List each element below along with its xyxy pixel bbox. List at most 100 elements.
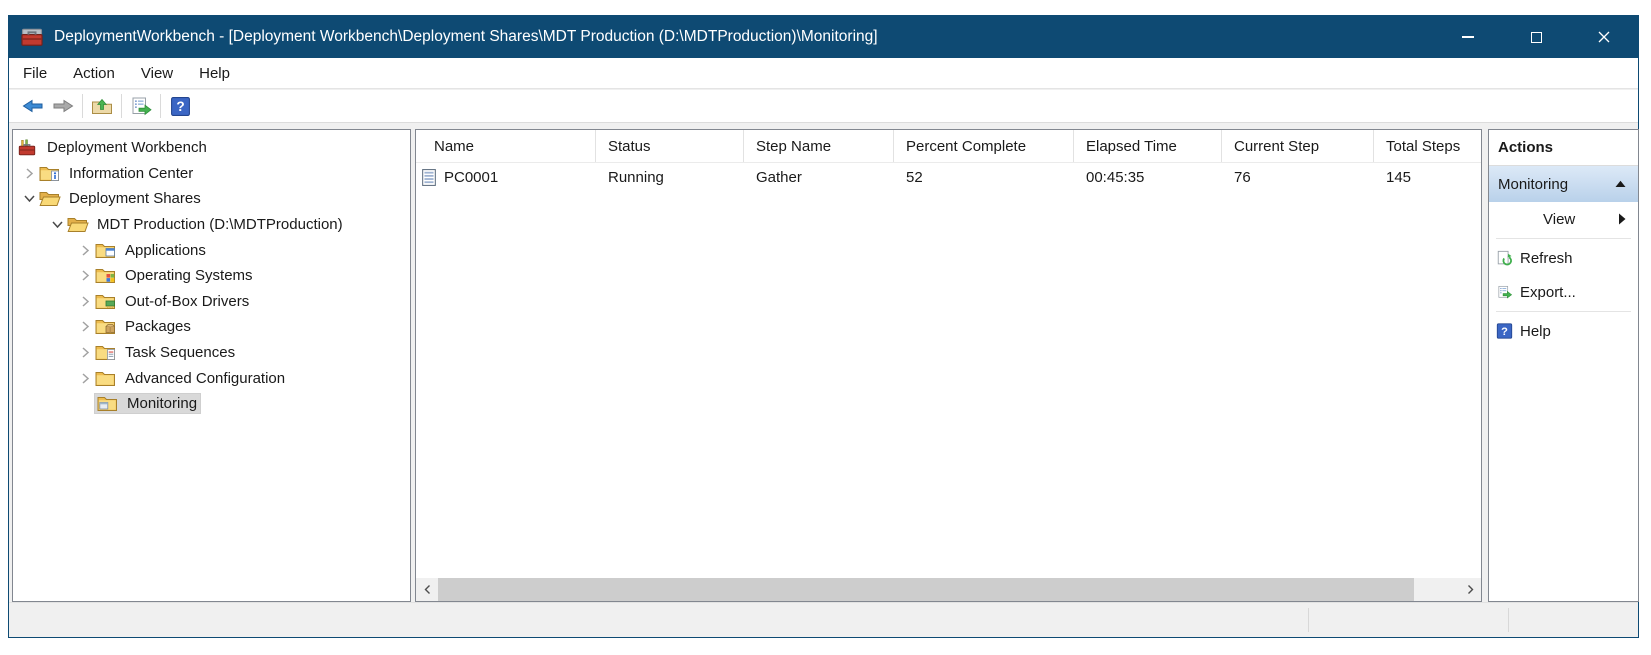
help-button[interactable]: ? bbox=[165, 92, 195, 120]
export-list-button[interactable] bbox=[126, 92, 156, 120]
toolbar: ? bbox=[9, 90, 1638, 123]
tree-item-deployment-workbench[interactable]: Deployment Workbench bbox=[13, 135, 410, 161]
scroll-right-button[interactable] bbox=[1459, 578, 1481, 601]
up-one-level-folder-icon bbox=[92, 98, 112, 114]
action-label: Help bbox=[1520, 322, 1551, 340]
maximize-button[interactable] bbox=[1502, 16, 1570, 58]
chevron-right-icon[interactable] bbox=[75, 244, 95, 257]
workbench-app-icon bbox=[19, 25, 45, 49]
action-label: View bbox=[1543, 210, 1576, 228]
up-one-level-button[interactable] bbox=[87, 92, 117, 120]
action-export[interactable]: Export... bbox=[1489, 275, 1638, 309]
tree-item-applications[interactable]: Applications bbox=[13, 237, 410, 263]
toolbar-separator bbox=[160, 94, 161, 118]
tree-item-monitoring[interactable]: Monitoring bbox=[13, 391, 410, 417]
tree-item-operating-systems[interactable]: Operating Systems bbox=[13, 263, 410, 289]
menu-view[interactable]: View bbox=[140, 64, 174, 82]
svg-text:?: ? bbox=[1501, 326, 1508, 338]
chevron-down-icon[interactable] bbox=[19, 194, 39, 203]
chevron-right-icon[interactable] bbox=[75, 346, 95, 359]
tree-item-out-of-box-drivers[interactable]: Out-of-Box Drivers bbox=[13, 289, 410, 315]
cell-elapsed-time: 00:45:35 bbox=[1086, 169, 1145, 186]
tree-item-label: Deployment Workbench bbox=[47, 139, 207, 157]
column-header-name[interactable]: Name bbox=[416, 130, 596, 162]
action-label: Export... bbox=[1520, 283, 1576, 301]
actions-pane-title: Actions bbox=[1489, 130, 1638, 166]
back-button[interactable] bbox=[18, 92, 48, 120]
chevron-right-icon[interactable] bbox=[19, 167, 39, 180]
toolbar-separator bbox=[82, 94, 83, 118]
export-list-icon bbox=[132, 97, 152, 116]
tree-item-label: Information Center bbox=[69, 164, 194, 182]
help-icon: ? bbox=[1496, 322, 1513, 340]
tree-item-label: Out-of-Box Drivers bbox=[125, 292, 250, 310]
column-header-total-steps[interactable]: Total Steps bbox=[1386, 137, 1461, 155]
folder-monitoring-icon bbox=[97, 395, 119, 412]
tree-item-advanced-configuration[interactable]: Advanced Configuration bbox=[13, 365, 410, 391]
tree-item-label: Operating Systems bbox=[125, 267, 253, 285]
tree-item-information-center[interactable]: Information Center bbox=[13, 161, 410, 187]
folder-os-icon bbox=[95, 267, 117, 284]
workbench-icon bbox=[17, 139, 39, 157]
scroll-left-button[interactable] bbox=[416, 578, 438, 601]
action-refresh[interactable]: Refresh bbox=[1489, 241, 1638, 275]
chevron-right-icon[interactable] bbox=[75, 320, 95, 333]
actions-separator bbox=[1496, 311, 1631, 312]
folder-applications-icon bbox=[95, 242, 117, 259]
forward-arrow-icon bbox=[53, 99, 74, 113]
export-list-icon bbox=[1496, 283, 1513, 301]
back-arrow-icon bbox=[22, 99, 43, 113]
horizontal-scrollbar[interactable] bbox=[416, 578, 1481, 601]
scrollbar-thumb[interactable] bbox=[438, 578, 1414, 601]
window-controls bbox=[1434, 16, 1638, 58]
menu-file[interactable]: File bbox=[23, 64, 48, 82]
arrow-right-icon bbox=[1619, 213, 1626, 225]
listview-header: Name Status Step Name Percent Complete E… bbox=[416, 130, 1481, 163]
toolbar-separator bbox=[121, 94, 122, 118]
action-label: Refresh bbox=[1520, 249, 1573, 267]
close-icon bbox=[1598, 31, 1610, 43]
column-header-step-name[interactable]: Step Name bbox=[744, 130, 894, 162]
title-bar: DeploymentWorkbench - [Deployment Workbe… bbox=[9, 16, 1638, 58]
close-button[interactable] bbox=[1570, 16, 1638, 58]
status-bar-divider bbox=[1508, 608, 1509, 632]
column-header-current-step[interactable]: Current Step bbox=[1222, 130, 1374, 162]
column-header-percent-complete[interactable]: Percent Complete bbox=[894, 130, 1074, 162]
chevron-right-icon[interactable] bbox=[75, 269, 95, 282]
table-row[interactable]: PC0001 Running Gather 52 00:45:35 76 145 bbox=[416, 163, 1481, 192]
column-header-status[interactable]: Status bbox=[596, 130, 744, 162]
tree-item-label: Task Sequences bbox=[125, 344, 236, 362]
menu-action[interactable]: Action bbox=[73, 64, 115, 82]
chevron-right-icon[interactable] bbox=[75, 372, 95, 385]
console-tree-pane: Deployment Workbench Information Center bbox=[12, 129, 411, 602]
svg-text:?: ? bbox=[176, 99, 184, 114]
minimize-button[interactable] bbox=[1434, 16, 1502, 58]
tree-item-deployment-shares[interactable]: Deployment Shares bbox=[13, 186, 410, 212]
folder-drivers-icon bbox=[95, 293, 117, 310]
action-help[interactable]: ? Help bbox=[1489, 314, 1638, 348]
tree-item-mdt-production[interactable]: MDT Production (D:\MDTProduction) bbox=[13, 212, 410, 238]
tree-item-label: Packages bbox=[125, 318, 191, 336]
actions-group-monitoring[interactable]: Monitoring bbox=[1489, 166, 1638, 202]
chevron-up-icon[interactable] bbox=[1615, 180, 1626, 188]
forward-button[interactable] bbox=[48, 92, 78, 120]
cell-name: PC0001 bbox=[444, 169, 499, 186]
tree-item-packages[interactable]: Packages bbox=[13, 314, 410, 340]
cell-step-name: Gather bbox=[756, 169, 802, 186]
chevron-right-icon[interactable] bbox=[75, 295, 95, 308]
action-view[interactable]: View bbox=[1489, 202, 1638, 236]
computer-report-icon bbox=[420, 168, 438, 187]
scroll-right-icon bbox=[1467, 585, 1473, 594]
cell-current-step: 76 bbox=[1234, 169, 1251, 186]
actions-separator bbox=[1496, 238, 1631, 239]
scroll-left-icon bbox=[424, 585, 430, 594]
column-header-elapsed-time[interactable]: Elapsed Time bbox=[1074, 130, 1222, 162]
folder-info-icon bbox=[39, 165, 61, 182]
chevron-down-icon[interactable] bbox=[47, 220, 67, 229]
menu-help[interactable]: Help bbox=[199, 64, 230, 82]
tree-item-task-sequences[interactable]: Task Sequences bbox=[13, 340, 410, 366]
cell-percent-complete: 52 bbox=[906, 169, 923, 186]
help-icon: ? bbox=[170, 96, 190, 116]
menu-bar: File Action View Help bbox=[9, 58, 1638, 89]
cell-status: Running bbox=[608, 169, 664, 186]
